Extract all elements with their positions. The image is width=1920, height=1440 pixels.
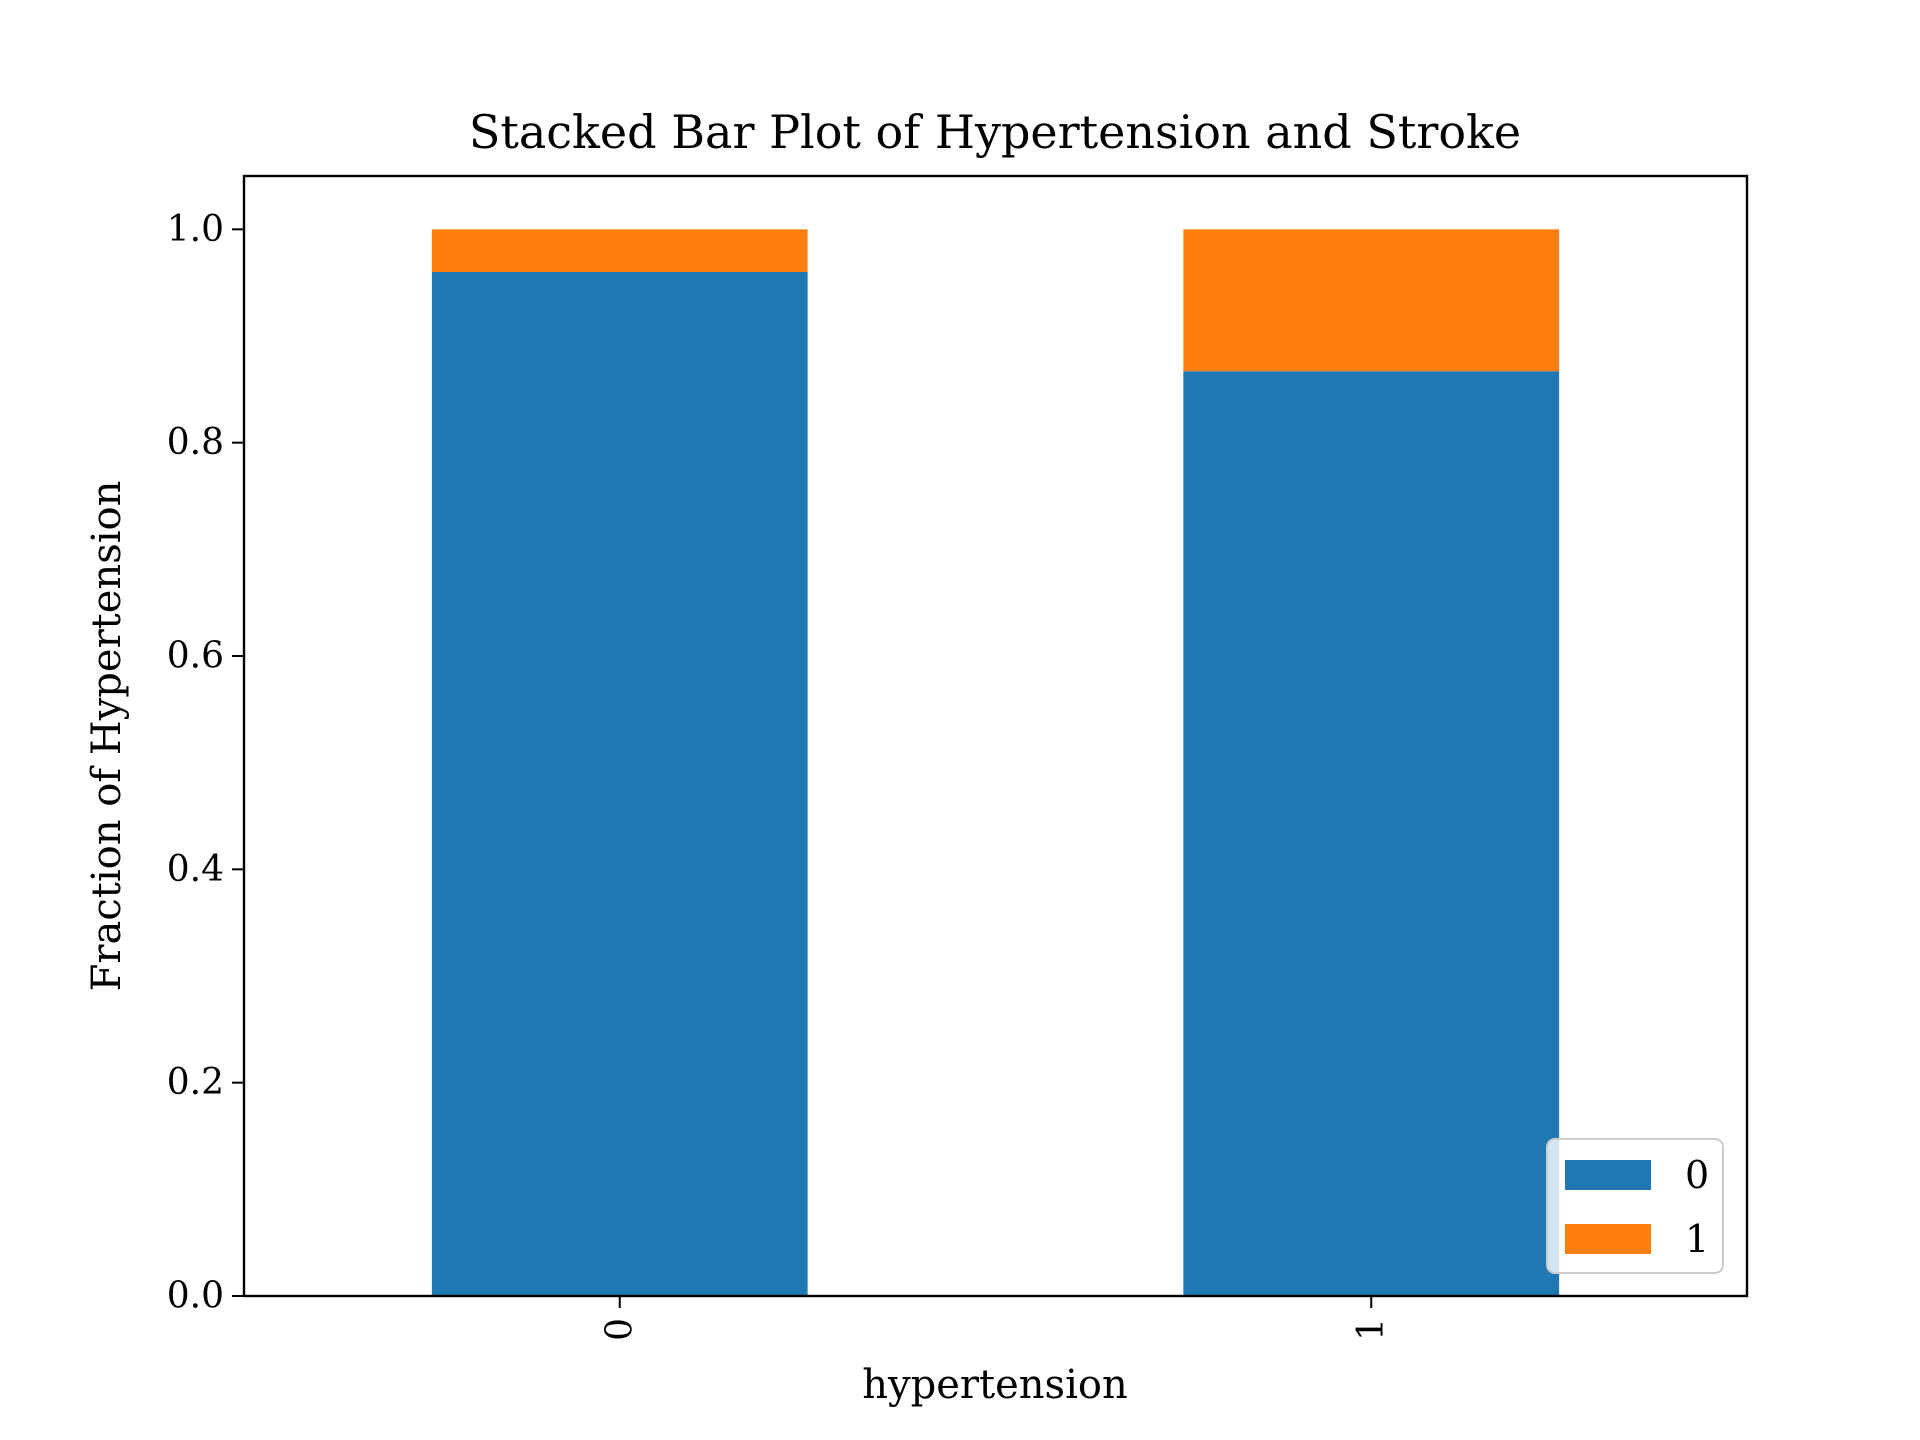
- legend-label-1: 1: [1685, 1217, 1709, 1261]
- bar-0-series-1: [431, 229, 808, 272]
- chart-title: Stacked Bar Plot of Hypertension and Str…: [469, 105, 1521, 159]
- y-tick-label: 0.8: [167, 422, 224, 463]
- bars-group: [431, 229, 1560, 1296]
- y-tick-label: 0.2: [167, 1062, 224, 1103]
- y-axis-label: Fraction of Hypertension: [84, 481, 130, 992]
- bar-1-series-1: [1183, 229, 1560, 372]
- legend-label-0: 0: [1685, 1153, 1709, 1197]
- plot-frame: [242, 174, 1749, 1298]
- legend-swatch-0: [1565, 1160, 1651, 1190]
- bar-1-series-0: [1183, 371, 1560, 1296]
- legend: 01: [1546, 1138, 1724, 1274]
- y-tick-label: 0.4: [167, 849, 224, 890]
- y-tick-label: 1.0: [167, 209, 224, 250]
- x-tick-label: 0: [599, 1318, 640, 1341]
- y-tick-label: 0.0: [167, 1276, 224, 1317]
- x-axis-label: hypertension: [862, 1362, 1127, 1408]
- y-axis: 0.0 0.2 0.4 0.6 0.8 1.0: [167, 209, 244, 1317]
- legend-swatch-1: [1565, 1224, 1651, 1254]
- bar-0-series-0: [431, 272, 808, 1296]
- x-tick-label: 1: [1351, 1318, 1392, 1341]
- y-tick-label: 0.6: [167, 636, 224, 677]
